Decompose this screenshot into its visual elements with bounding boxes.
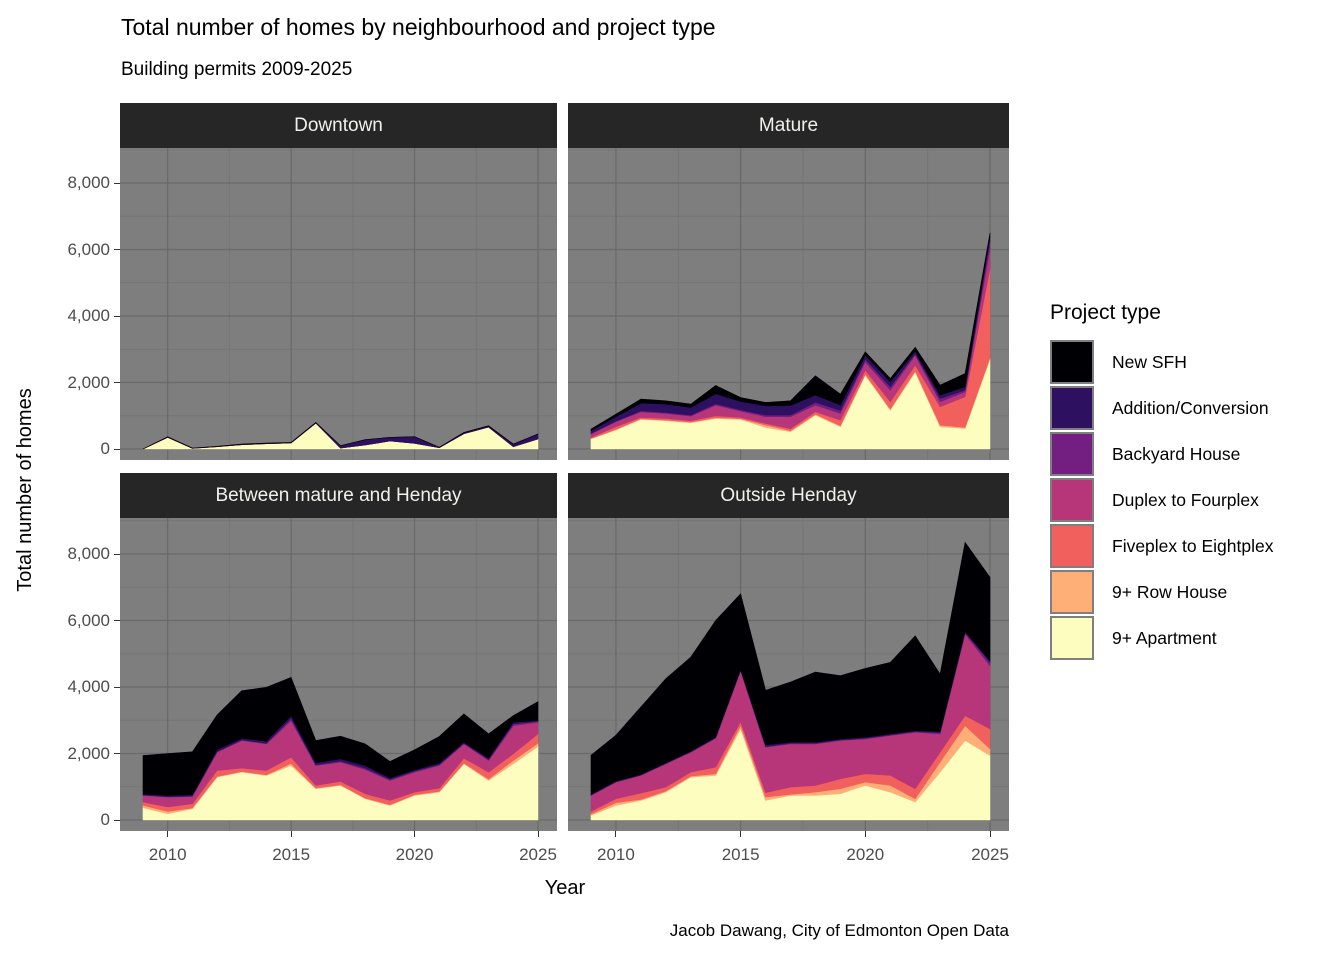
legend-item: 9+ Apartment — [1040, 615, 1340, 661]
legend-item: Backyard House — [1040, 431, 1340, 477]
y-tick-label: 4,000 — [67, 677, 110, 696]
x-tick-mark — [740, 831, 742, 837]
x-tick-label: 2010 — [148, 845, 187, 864]
x-tick-mark — [414, 831, 416, 837]
y-tick-label: 4,000 — [67, 306, 110, 325]
legend-swatch-fiveplex — [1050, 524, 1094, 568]
x-tick-label: 2015 — [721, 845, 760, 864]
chart-title: Total number of homes by neighbourhood a… — [121, 14, 716, 40]
facet-strip: Outside Henday — [568, 473, 1009, 518]
facet-panel — [120, 148, 557, 460]
legend-swatch-addition — [1050, 386, 1094, 430]
legend-swatch-backyard — [1050, 432, 1094, 476]
legend-swatch-apartment9 — [1050, 616, 1094, 660]
legend-item: Duplex to Fourplex — [1040, 477, 1340, 523]
legend-label: 9+ Apartment — [1112, 627, 1217, 648]
facet-title: Outside Henday — [720, 484, 857, 506]
y-tick-label: 0 — [100, 810, 110, 829]
area-series-sfh — [590, 232, 991, 432]
y-tick-mark — [114, 620, 120, 621]
x-tick-label: 2015 — [272, 845, 311, 864]
y-tick-mark — [114, 382, 120, 383]
x-tick-label: 2025 — [519, 845, 557, 864]
y-axis-title: Total number of homes — [14, 388, 36, 592]
legend-label: 9+ Row House — [1112, 581, 1228, 602]
y-tick-label: 8,000 — [67, 544, 110, 563]
y-tick-label: 6,000 — [67, 239, 110, 259]
legend-item: 9+ Row House — [1040, 569, 1340, 615]
legend-items: New SFH Addition/Conversion Backyard House… — [1040, 339, 1340, 661]
x-tick-mark — [290, 831, 292, 837]
x-axis-title: Year — [544, 877, 586, 899]
y-tick-mark — [114, 448, 120, 450]
y-tick-label: 2,000 — [67, 372, 110, 392]
legend-label: Addition/Conversion — [1112, 397, 1269, 418]
y-tick-mark — [114, 819, 120, 821]
x-tick-mark — [615, 831, 617, 837]
legend-item: Fiveplex to Eightplex — [1040, 523, 1340, 569]
area-series-sfh — [142, 422, 539, 450]
facet-title: Between mature and Henday — [215, 484, 462, 506]
x-tick-label: 2010 — [597, 845, 635, 864]
panel-background — [120, 148, 557, 460]
legend-title: Project type — [1050, 301, 1161, 324]
chart-subtitle: Building permits 2009-2025 — [121, 59, 353, 80]
facet-strip: Downtown — [120, 103, 557, 148]
legend-item: New SFH — [1040, 339, 1340, 385]
legend-label: New SFH — [1112, 351, 1187, 372]
x-tick-label: 2020 — [846, 845, 885, 864]
legend-label: Fiveplex to Eightplex — [1112, 535, 1274, 556]
x-tick-mark — [167, 831, 169, 837]
facet-title: Mature — [758, 114, 819, 136]
y-tick-label: 0 — [100, 439, 110, 458]
y-tick-label: 2,000 — [67, 743, 110, 763]
legend-item: Addition/Conversion — [1040, 385, 1340, 431]
facet-panel — [568, 518, 1009, 831]
x-tick-label: 2025 — [971, 845, 1009, 864]
x-tick-mark — [864, 831, 866, 837]
y-tick-mark — [114, 315, 120, 317]
legend-label: Duplex to Fourplex — [1112, 489, 1259, 510]
legend-swatch-duplex — [1050, 478, 1094, 522]
legend-swatch-rowhouse9 — [1050, 570, 1094, 614]
legend-swatch-sfh — [1050, 340, 1094, 384]
facet-strip: Between mature and Henday — [120, 473, 557, 518]
y-tick-mark — [114, 553, 120, 555]
y-tick-label: 8,000 — [67, 173, 110, 192]
legend-label: Backyard House — [1112, 443, 1241, 464]
x-tick-label: 2020 — [395, 845, 434, 864]
facet-panel — [120, 518, 557, 831]
caption: Jacob Dawang, City of Edmonton Open Data — [669, 921, 1009, 940]
legend: Project type New SFH Addition/Conversion B… — [1040, 301, 1340, 661]
y-tick-mark — [114, 249, 120, 250]
y-tick-mark — [114, 753, 120, 754]
y-tick-mark — [114, 182, 120, 184]
facet-panel — [568, 148, 1009, 460]
area-series-sfh — [590, 541, 991, 795]
y-tick-mark — [114, 686, 120, 688]
x-tick-mark — [989, 831, 991, 837]
facet-title: Downtown — [294, 114, 383, 136]
area-series-sfh — [142, 677, 539, 796]
facet-strip: Mature — [568, 103, 1009, 148]
x-tick-mark — [537, 831, 539, 837]
y-tick-label: 6,000 — [67, 610, 110, 630]
